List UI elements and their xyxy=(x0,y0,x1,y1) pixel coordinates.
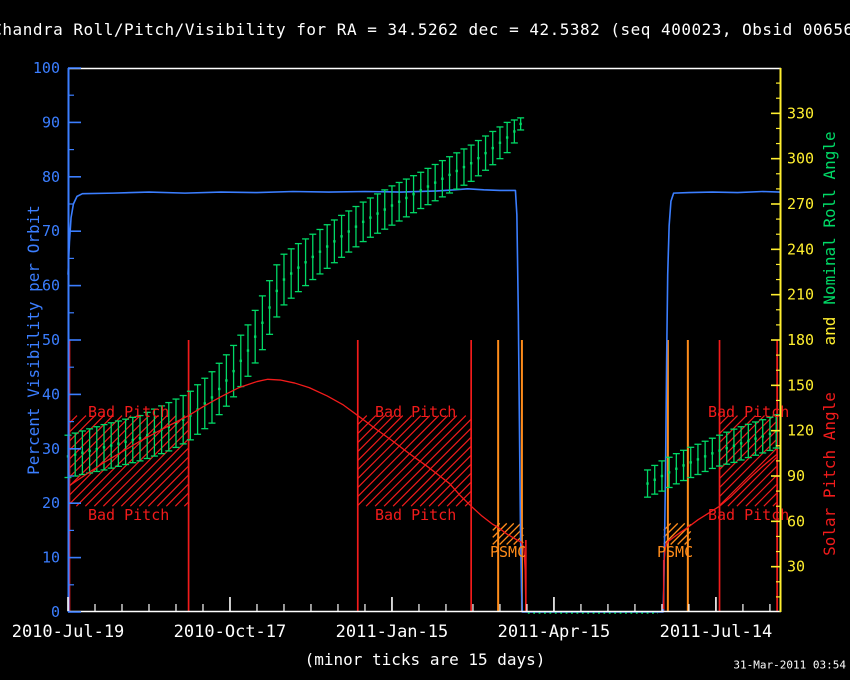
date-label: 2010-Oct-17 xyxy=(174,622,287,642)
bad-pitch-hatch-regions xyxy=(67,415,778,507)
left-tick-label: 30 xyxy=(42,440,60,458)
left-axis-title: Percent Visibility per Orbit xyxy=(24,205,43,475)
right-tick-label: 300 xyxy=(787,150,814,168)
right-tick-label: 330 xyxy=(787,104,814,122)
pitch-drop-segments xyxy=(525,540,665,612)
annotation-labels: Bad Pitch Bad Pitch Bad Pitch Bad Pitch Bad … xyxy=(88,403,789,561)
plot-title: Chandra Roll/Pitch/Visibility for RA = 3… xyxy=(0,20,850,39)
date-label: 2011-Apr-15 xyxy=(498,622,611,642)
bad-pitch-label: Bad Pitch xyxy=(708,506,789,524)
right-tick-label: 150 xyxy=(787,376,814,394)
psmc-label: PSMC xyxy=(490,543,526,561)
left-tick-label: 40 xyxy=(42,385,60,403)
right-tick-label: 60 xyxy=(787,512,805,530)
left-tick-label: 50 xyxy=(42,331,60,349)
right-tick-label: 120 xyxy=(787,422,814,440)
minor-ticks-note: (minor ticks are 15 days) xyxy=(304,650,546,669)
date-label: 2010-Jul-19 xyxy=(12,622,125,642)
right-axis-title-and: and xyxy=(820,316,839,346)
left-tick-label: 20 xyxy=(42,494,60,512)
bad-pitch-label: Bad Pitch xyxy=(375,506,456,524)
right-tick-label: 240 xyxy=(787,240,814,258)
right-tick-label: 210 xyxy=(787,286,814,304)
left-tick-label: 70 xyxy=(42,222,60,240)
right-tick-label: 180 xyxy=(787,331,814,349)
bad-pitch-label: Bad Pitch xyxy=(375,403,456,421)
bad-pitch-label: Bad Pitch xyxy=(708,403,789,421)
left-tick-label: 80 xyxy=(42,168,60,186)
psmc-label: PSMC xyxy=(657,543,693,561)
solar-pitch-curve xyxy=(67,378,778,609)
right-tick-label: 30 xyxy=(787,558,805,576)
left-tick-label: 60 xyxy=(42,277,60,295)
left-tick-label: 100 xyxy=(33,59,60,77)
date-label: 2011-Jul-14 xyxy=(660,622,773,642)
bad-pitch-label: Bad Pitch xyxy=(88,506,169,524)
right-axis-title-pitch: Solar Pitch Angle xyxy=(820,392,839,556)
right-axis-tick-labels: 30 60 90 120 150 180 210 240 270 300 330 xyxy=(787,104,814,575)
date-label: 2011-Jan-15 xyxy=(336,622,449,642)
left-tick-label: 90 xyxy=(42,113,60,131)
axes-frame xyxy=(67,67,782,613)
right-axis-title-roll: Nominal Roll Angle xyxy=(820,131,839,305)
visibility-curve xyxy=(67,187,781,613)
left-tick-label: 10 xyxy=(42,549,60,567)
right-tick-label: 270 xyxy=(787,195,814,213)
left-axis-tick-labels: 0 10 20 30 40 50 60 70 80 90 100 xyxy=(33,59,60,621)
bad-pitch-label: Bad Pitch xyxy=(88,403,169,421)
left-tick-label: 0 xyxy=(51,603,60,621)
timestamp: 31-Mar-2011 03:54 xyxy=(733,658,846,672)
x-axis-date-labels: 2010-Jul-19 2010-Oct-17 2011-Jan-15 2011-Ap… xyxy=(12,622,773,642)
axis-ticks xyxy=(67,67,780,613)
right-tick-label: 90 xyxy=(787,467,805,485)
nominal-roll-errorbar-band xyxy=(64,117,780,498)
